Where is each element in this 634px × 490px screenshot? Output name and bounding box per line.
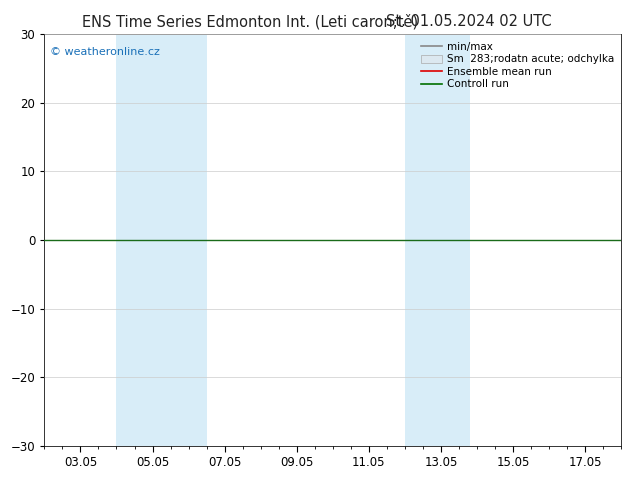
- Bar: [117, 34, 207, 446]
- Bar: [405, 34, 470, 446]
- Text: © weatheronline.cz: © weatheronline.cz: [50, 47, 160, 57]
- Text: St. 01.05.2024 02 UTC: St. 01.05.2024 02 UTC: [386, 14, 552, 29]
- Text: ENS Time Series Edmonton Int. (Leti caron;tě): ENS Time Series Edmonton Int. (Leti caro…: [82, 14, 418, 29]
- Legend: min/max, Sm  283;rodatn acute; odchylka, Ensemble mean run, Controll run: min/max, Sm 283;rodatn acute; odchylka, …: [418, 40, 616, 92]
